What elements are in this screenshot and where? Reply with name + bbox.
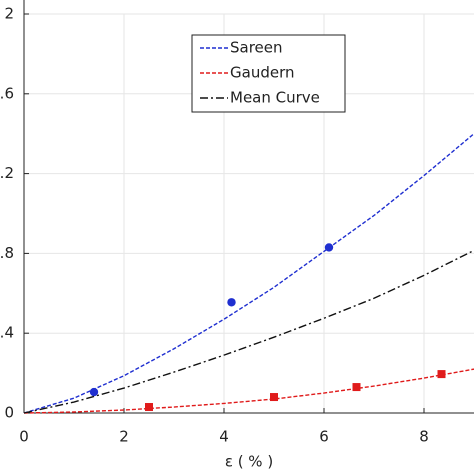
marker bbox=[352, 383, 361, 392]
x-tick-label: 2 bbox=[119, 428, 129, 446]
marker bbox=[270, 393, 278, 402]
marker bbox=[437, 370, 446, 379]
legend-label: Gaudern bbox=[230, 64, 294, 82]
x-tick-label: 4 bbox=[219, 428, 229, 446]
x-tick-label: 6 bbox=[319, 428, 329, 446]
x-tick-label: 8 bbox=[419, 428, 429, 446]
marker bbox=[227, 298, 236, 307]
marker bbox=[145, 403, 153, 412]
legend-box bbox=[191, 34, 346, 113]
y-tick-label: 0 bbox=[4, 404, 14, 422]
y-tick-label: 0.4 bbox=[0, 324, 14, 342]
x-axis-label: ε ( % ) bbox=[225, 453, 273, 471]
series-line bbox=[23, 368, 474, 414]
x-tick-label: 0 bbox=[19, 428, 29, 446]
marker bbox=[324, 243, 334, 252]
legend-label: Sareen bbox=[230, 39, 283, 57]
y-tick-label: 0.8 bbox=[0, 244, 14, 262]
series-line bbox=[23, 133, 474, 414]
y-tick-label: 2 bbox=[4, 5, 14, 23]
y-tick-label: 1.2 bbox=[0, 164, 14, 182]
legend-label: Mean Curve bbox=[230, 89, 320, 107]
marker bbox=[89, 387, 99, 397]
y-tick-label: 1.6 bbox=[0, 84, 14, 102]
series-line bbox=[23, 249, 474, 414]
